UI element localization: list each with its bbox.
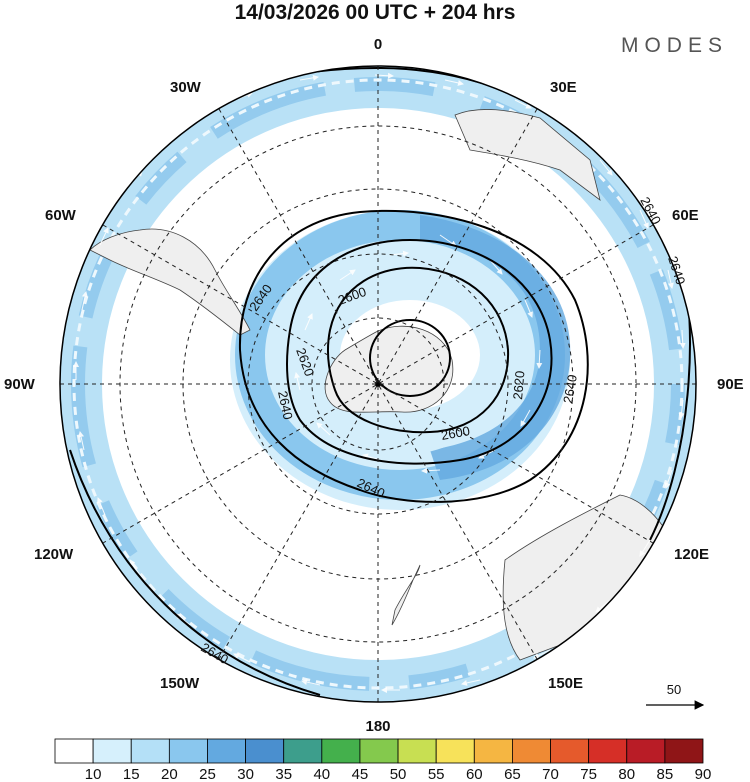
colorbar-tick-label: 70 (542, 766, 559, 782)
contour-2620 (286, 238, 553, 465)
map-title: 14/03/2026 00 UTC + 204 hrs (234, 1, 516, 24)
lon-label-90e: 90E (717, 376, 744, 393)
colorbar-tick-label: 50 (390, 766, 407, 782)
lon-label-120e: 120E (674, 546, 709, 563)
contour-2580 (369, 319, 451, 397)
colorbar-swatch (321, 738, 361, 764)
colorbar-swatch (130, 738, 170, 764)
lon-label-30w: 30W (170, 79, 202, 96)
lon-label-30e: 30E (550, 79, 577, 96)
colorbar-tick-label: 35 (275, 766, 292, 782)
colorbar-tick-label: 40 (313, 766, 330, 782)
reference-vector-label: 50 (667, 682, 681, 697)
lon-label-0: 0 (374, 36, 382, 53)
colorbar-tick-label: 10 (85, 766, 102, 782)
colorbar-tick-label: 65 (504, 766, 521, 782)
contour-2600 (326, 266, 510, 434)
colorbar-swatch (54, 738, 94, 764)
globe-border (59, 65, 697, 703)
colorbar-tick-label: 90 (695, 766, 712, 782)
africa (454, 109, 601, 201)
contour-2640-inner (238, 209, 589, 503)
colorbar-swatch (588, 738, 628, 764)
lon-label-60e: 60E (672, 207, 699, 224)
colorbar-tick-label: 60 (466, 766, 483, 782)
colorbar-swatch (664, 738, 704, 764)
colorbar-swatch (283, 738, 323, 764)
reference-vector: 50 (646, 682, 705, 710)
contour-label: 2640 (560, 373, 580, 404)
contour-label: 2640 (275, 390, 296, 421)
lon-label-120w: 120W (34, 546, 74, 563)
contour-2640-outer-sw (69, 449, 321, 696)
colorbar-swatch (473, 738, 513, 764)
colorbar: 10 15 20 25 30 35 40 45 50 55 60 65 70 75 80 85 90 (54, 738, 712, 782)
colorbar-tick-label: 55 (428, 766, 445, 782)
colorbar-swatch (435, 738, 475, 764)
lon-label-180: 180 (365, 718, 390, 735)
lon-label-150w: 150W (160, 675, 200, 692)
south-pole-marker (375, 381, 381, 387)
colorbar-tick-label: 15 (123, 766, 140, 782)
contour-label: 2620 (510, 370, 527, 400)
colorbar-swatch (207, 738, 246, 764)
colorbar-tick-label: 30 (237, 766, 254, 782)
colorbar-swatch (397, 738, 437, 764)
new-zealand (391, 564, 421, 626)
colorbar-tick-label: 45 (352, 766, 369, 782)
colorbar-tick-label: 85 (657, 766, 674, 782)
contour-label: 2600 (440, 423, 471, 443)
colorbar-swatch (359, 738, 399, 764)
brand-logo: MODES (620, 34, 728, 57)
colorbar-swatch (245, 738, 285, 764)
colorbar-swatch (550, 738, 590, 764)
lon-label-60w: 60W (45, 207, 77, 224)
colorbar-tick-label: 75 (580, 766, 597, 782)
colorbar-swatch (626, 738, 666, 764)
colorbar-tick-label: 25 (199, 766, 216, 782)
colorbar-swatch (168, 738, 208, 764)
longitude-labels: 0 180 90W 90E 30W 60W 30E 60E 120W 150W … (4, 36, 744, 735)
lon-label-90w: 90W (4, 376, 36, 393)
colorbar-tick-label: 20 (161, 766, 178, 782)
colorbar-tick-label: 80 (618, 766, 635, 782)
lon-label-150e: 150E (548, 675, 583, 692)
colorbar-swatch (92, 738, 132, 764)
colorbar-swatch (512, 738, 551, 764)
graticule (60, 66, 696, 702)
